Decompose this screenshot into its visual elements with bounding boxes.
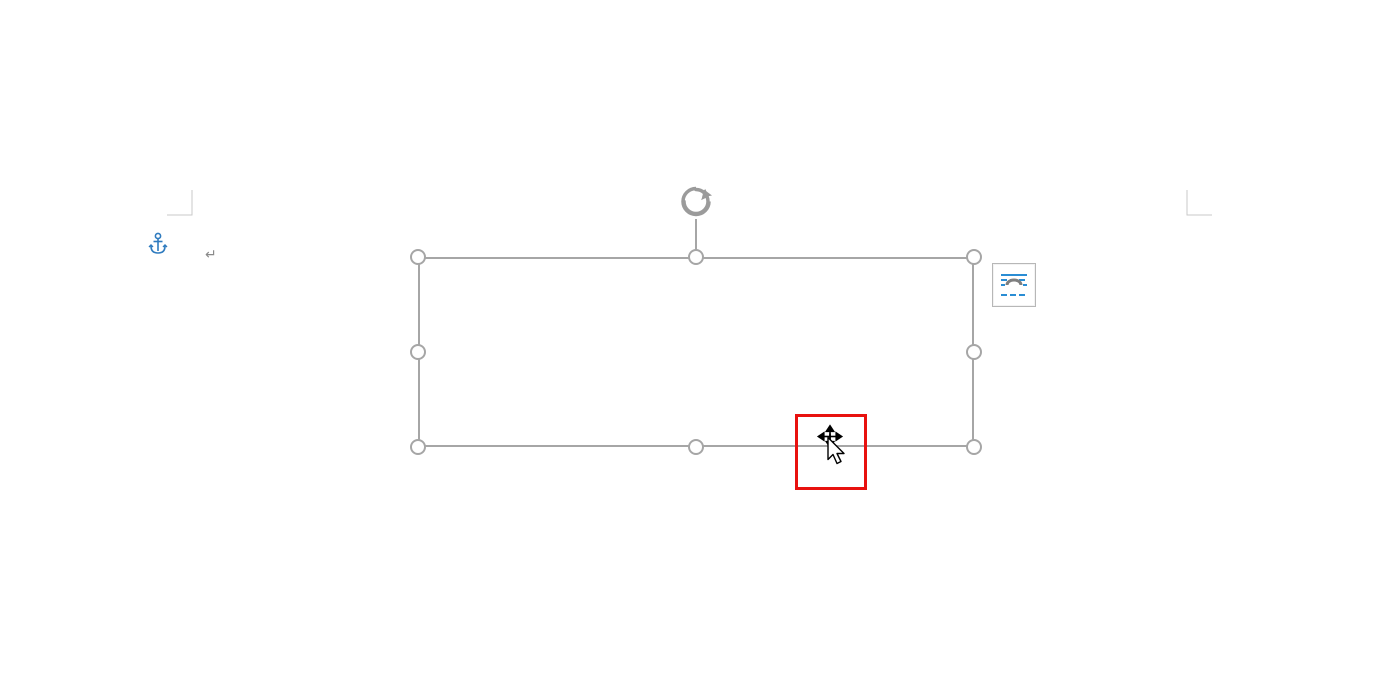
resize-handle-s[interactable] — [688, 439, 704, 455]
resize-handle-ne[interactable] — [966, 249, 982, 265]
margin-mark-top-right — [1184, 190, 1212, 218]
resize-handle-sw[interactable] — [410, 439, 426, 455]
paragraph-mark: ↵ — [205, 248, 217, 262]
resize-handle-nw[interactable] — [410, 249, 426, 265]
instruction-highlight-box — [795, 414, 867, 490]
resize-handle-se[interactable] — [966, 439, 982, 455]
resize-handle-w[interactable] — [410, 344, 426, 360]
resize-handle-n[interactable] — [688, 249, 704, 265]
layout-options-button[interactable] — [992, 263, 1036, 307]
resize-handle-e[interactable] — [966, 344, 982, 360]
rotation-handle-icon[interactable] — [678, 184, 714, 225]
anchor-icon — [148, 232, 168, 256]
margin-mark-top-left — [167, 190, 195, 218]
layout-options-icon — [998, 271, 1030, 299]
text-box-shape[interactable] — [418, 257, 974, 447]
document-canvas[interactable]: ↵ ↵ — [0, 0, 1378, 686]
